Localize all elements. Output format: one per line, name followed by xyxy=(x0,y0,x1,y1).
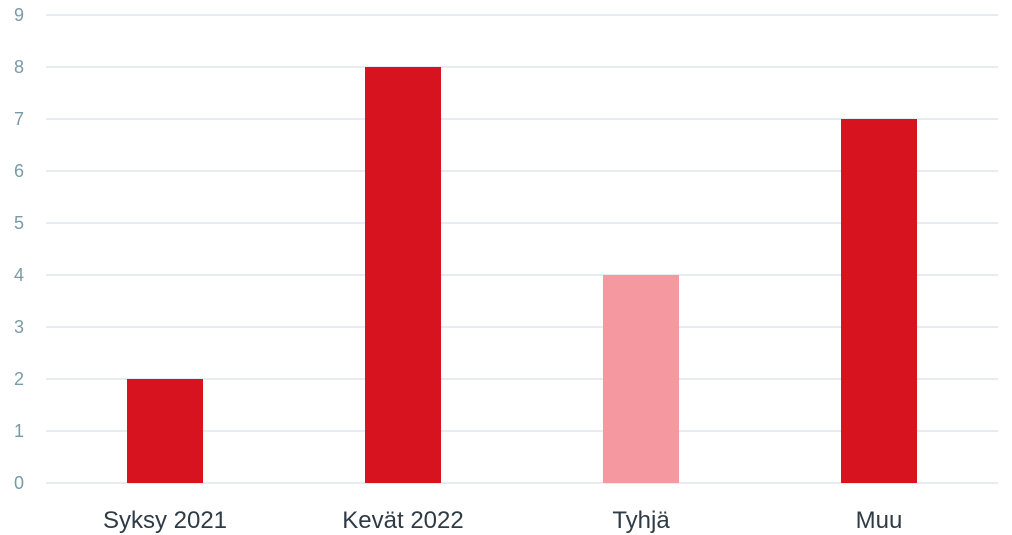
x-tick-label: Syksy 2021 xyxy=(103,507,227,534)
x-tick-label: Muu xyxy=(856,507,903,534)
gridlines xyxy=(46,14,998,484)
y-tick-label: 3 xyxy=(14,317,24,337)
x-axis-ticks: Syksy 2021 Kevät 2022 Tyhjä Muu xyxy=(103,507,902,534)
bar xyxy=(127,379,203,483)
y-tick-label: 4 xyxy=(14,265,24,285)
y-tick-label: 2 xyxy=(14,369,24,389)
bars xyxy=(127,67,917,483)
y-tick-label: 6 xyxy=(14,161,24,181)
y-tick-label: 9 xyxy=(14,5,24,25)
y-tick-label: 0 xyxy=(14,473,24,493)
y-tick-label: 1 xyxy=(14,421,24,441)
y-tick-label: 5 xyxy=(14,213,24,233)
x-tick-label: Tyhjä xyxy=(612,507,670,534)
y-tick-label: 8 xyxy=(14,57,24,77)
bar xyxy=(603,275,679,483)
y-axis-ticks: 0 1 2 3 4 5 6 7 8 9 xyxy=(14,5,24,493)
bar xyxy=(365,67,441,483)
y-tick-label: 7 xyxy=(14,109,24,129)
bar xyxy=(841,119,917,483)
x-tick-label: Kevät 2022 xyxy=(342,507,463,534)
